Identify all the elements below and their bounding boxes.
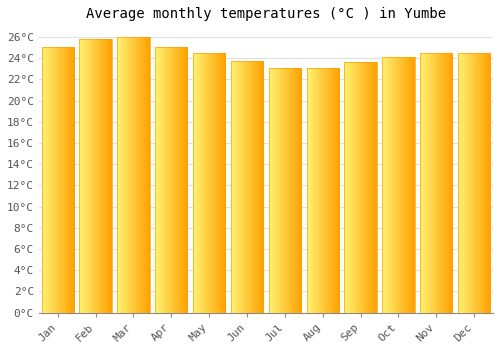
Bar <box>306 68 339 313</box>
Bar <box>269 68 301 313</box>
Bar <box>420 53 452 313</box>
Bar <box>42 48 74 313</box>
Bar <box>118 37 150 313</box>
Bar <box>80 39 112 313</box>
Bar <box>231 61 263 313</box>
Bar <box>382 57 414 313</box>
Bar <box>193 53 225 313</box>
Bar <box>458 53 490 313</box>
Bar <box>155 48 188 313</box>
Bar <box>344 62 376 313</box>
Title: Average monthly temperatures (°C ) in Yumbe: Average monthly temperatures (°C ) in Yu… <box>86 7 446 21</box>
